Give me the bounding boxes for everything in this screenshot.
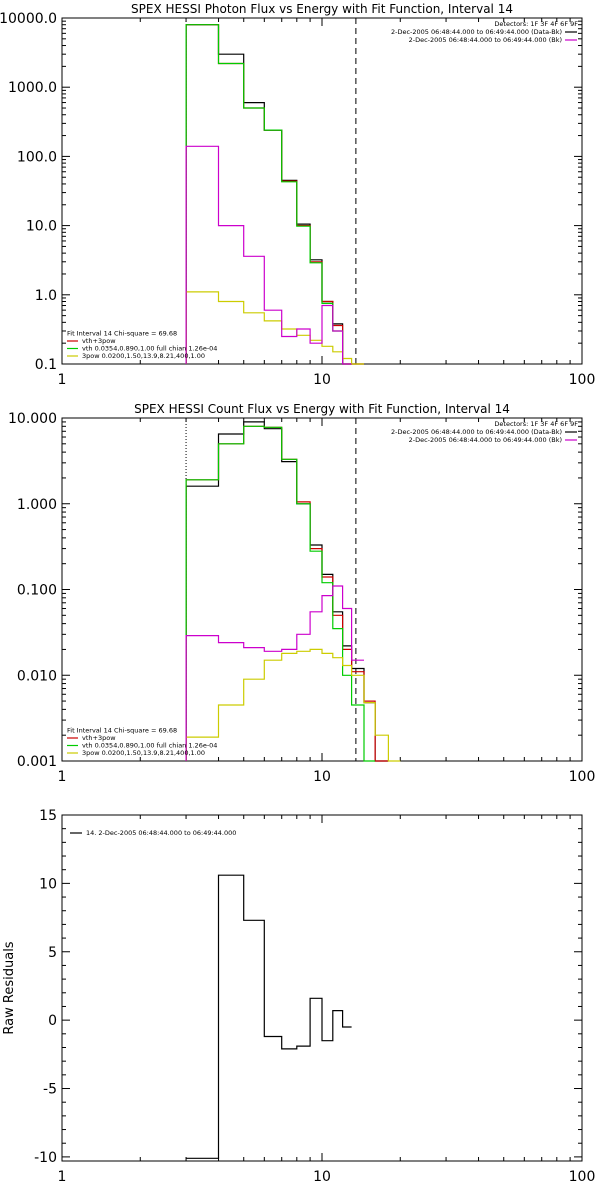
y-tick-label: 5 bbox=[48, 945, 57, 961]
y-tick-label: 0.1 bbox=[35, 357, 57, 373]
y-tick-label: -10 bbox=[34, 1150, 57, 1166]
legend-bottom-left-text: vth+3pow bbox=[82, 734, 116, 742]
x-tick-label: 100 bbox=[569, 1169, 596, 1185]
y-tick-label: 10000.0 bbox=[0, 11, 57, 27]
plot-frame bbox=[61, 814, 583, 1162]
chart-title: SPEX HESSI Count Flux vs Energy with Fit… bbox=[134, 402, 510, 416]
series-line-1 bbox=[186, 874, 352, 1159]
chart-title: SPEX HESSI Photon Flux vs Energy with Fi… bbox=[131, 2, 513, 16]
y-tick-label: 10 bbox=[39, 876, 57, 892]
y-tick-label: 0.010 bbox=[17, 668, 57, 684]
y-tick-label: 0.100 bbox=[17, 583, 57, 599]
series-line-2 bbox=[185, 24, 364, 365]
legend-top-right-text: 2-Dec-2005 06:48:44.000 to 06:49:44.000 … bbox=[391, 428, 562, 436]
x-tick-label: 100 bbox=[569, 372, 596, 388]
plot-frame bbox=[61, 417, 583, 762]
legend-top-right-text: Detectors: 1F 3F 4F 6F 9F bbox=[494, 20, 578, 28]
y-axis-label: Raw Residuals bbox=[2, 941, 17, 1034]
series-line-2 bbox=[185, 425, 389, 762]
legend-top-right-text: 2-Dec-2005 06:48:44.000 to 06:49:44.000 … bbox=[409, 36, 562, 44]
legend-bottom-left-text: Fit Interval 14 Chi-square = 69.68 bbox=[67, 330, 177, 338]
y-tick-label: 15 bbox=[39, 808, 57, 824]
x-tick-label: 1 bbox=[58, 1169, 67, 1185]
y-tick-label: 10.000 bbox=[8, 411, 57, 427]
y-tick-label: 100.0 bbox=[17, 149, 57, 165]
series-line-4 bbox=[185, 291, 364, 365]
series-line-4 bbox=[185, 648, 401, 762]
series-line-3 bbox=[185, 425, 376, 762]
x-tick-label: 10 bbox=[313, 372, 331, 388]
chart-panel-1: SPEX HESSI Photon Flux vs Energy with Fi… bbox=[0, 2, 595, 388]
x-tick-label: 10 bbox=[313, 769, 331, 785]
legend-top-right-text: 2-Dec-2005 06:48:44.000 to 06:49:44.000 … bbox=[391, 28, 562, 36]
chart-panel-3: Raw Residuals 1 10 100 -10 -5 0 5 10 15 14. 2-Dec-… bbox=[2, 808, 595, 1185]
y-tick-label: 10.0 bbox=[26, 219, 57, 235]
legend-bottom-left-text: 3pow 0.0200,1.50,13.9,8.21,400,1.00 bbox=[82, 352, 205, 360]
legend-top-left-text: 14. 2-Dec-2005 06:48:44.000 to 06:49:44.… bbox=[86, 829, 236, 837]
y-tick-label: 0.001 bbox=[17, 754, 57, 770]
series-line-1 bbox=[185, 24, 364, 365]
legend-bottom-left-text: 3pow 0.0200,1.50,13.9,8.21,400,1.00 bbox=[82, 749, 205, 757]
x-tick-label: 1 bbox=[58, 769, 67, 785]
y-tick-label: -5 bbox=[43, 1082, 57, 1098]
series-line-1 bbox=[185, 421, 389, 762]
y-tick-label: 1.000 bbox=[17, 497, 57, 513]
legend-bottom-left-text: vth 0.0354,0.890,1.00 full chian 1.26e-0… bbox=[82, 742, 217, 750]
series-line-5 bbox=[185, 145, 352, 365]
y-tick-label: 1.0 bbox=[35, 288, 57, 304]
x-tick-label: 10 bbox=[313, 1169, 331, 1185]
legend-top-right-text: 2-Dec-2005 06:48:44.000 to 06:49:44.000 … bbox=[409, 436, 562, 444]
legend-bottom-left-text: vth+3pow bbox=[82, 337, 116, 345]
series-line-5 bbox=[185, 585, 364, 761]
legend-bottom-left-text: Fit Interval 14 Chi-square = 69.68 bbox=[67, 727, 177, 735]
x-tick-label: 100 bbox=[569, 769, 596, 785]
y-tick-label: 0 bbox=[48, 1013, 57, 1029]
x-tick-label: 1 bbox=[58, 372, 67, 388]
legend-bottom-left-text: vth 0.0354,0.890,1.00 full chian 1.26e-0… bbox=[82, 345, 217, 353]
series-line-3 bbox=[185, 24, 352, 365]
y-tick-label: 1000.0 bbox=[8, 80, 57, 96]
legend-top-right-text: Detectors: 1F 3F 4F 6F 9F bbox=[494, 420, 578, 428]
chart-panel-2: SPEX HESSI Count Flux vs Energy with Fit… bbox=[8, 402, 595, 785]
